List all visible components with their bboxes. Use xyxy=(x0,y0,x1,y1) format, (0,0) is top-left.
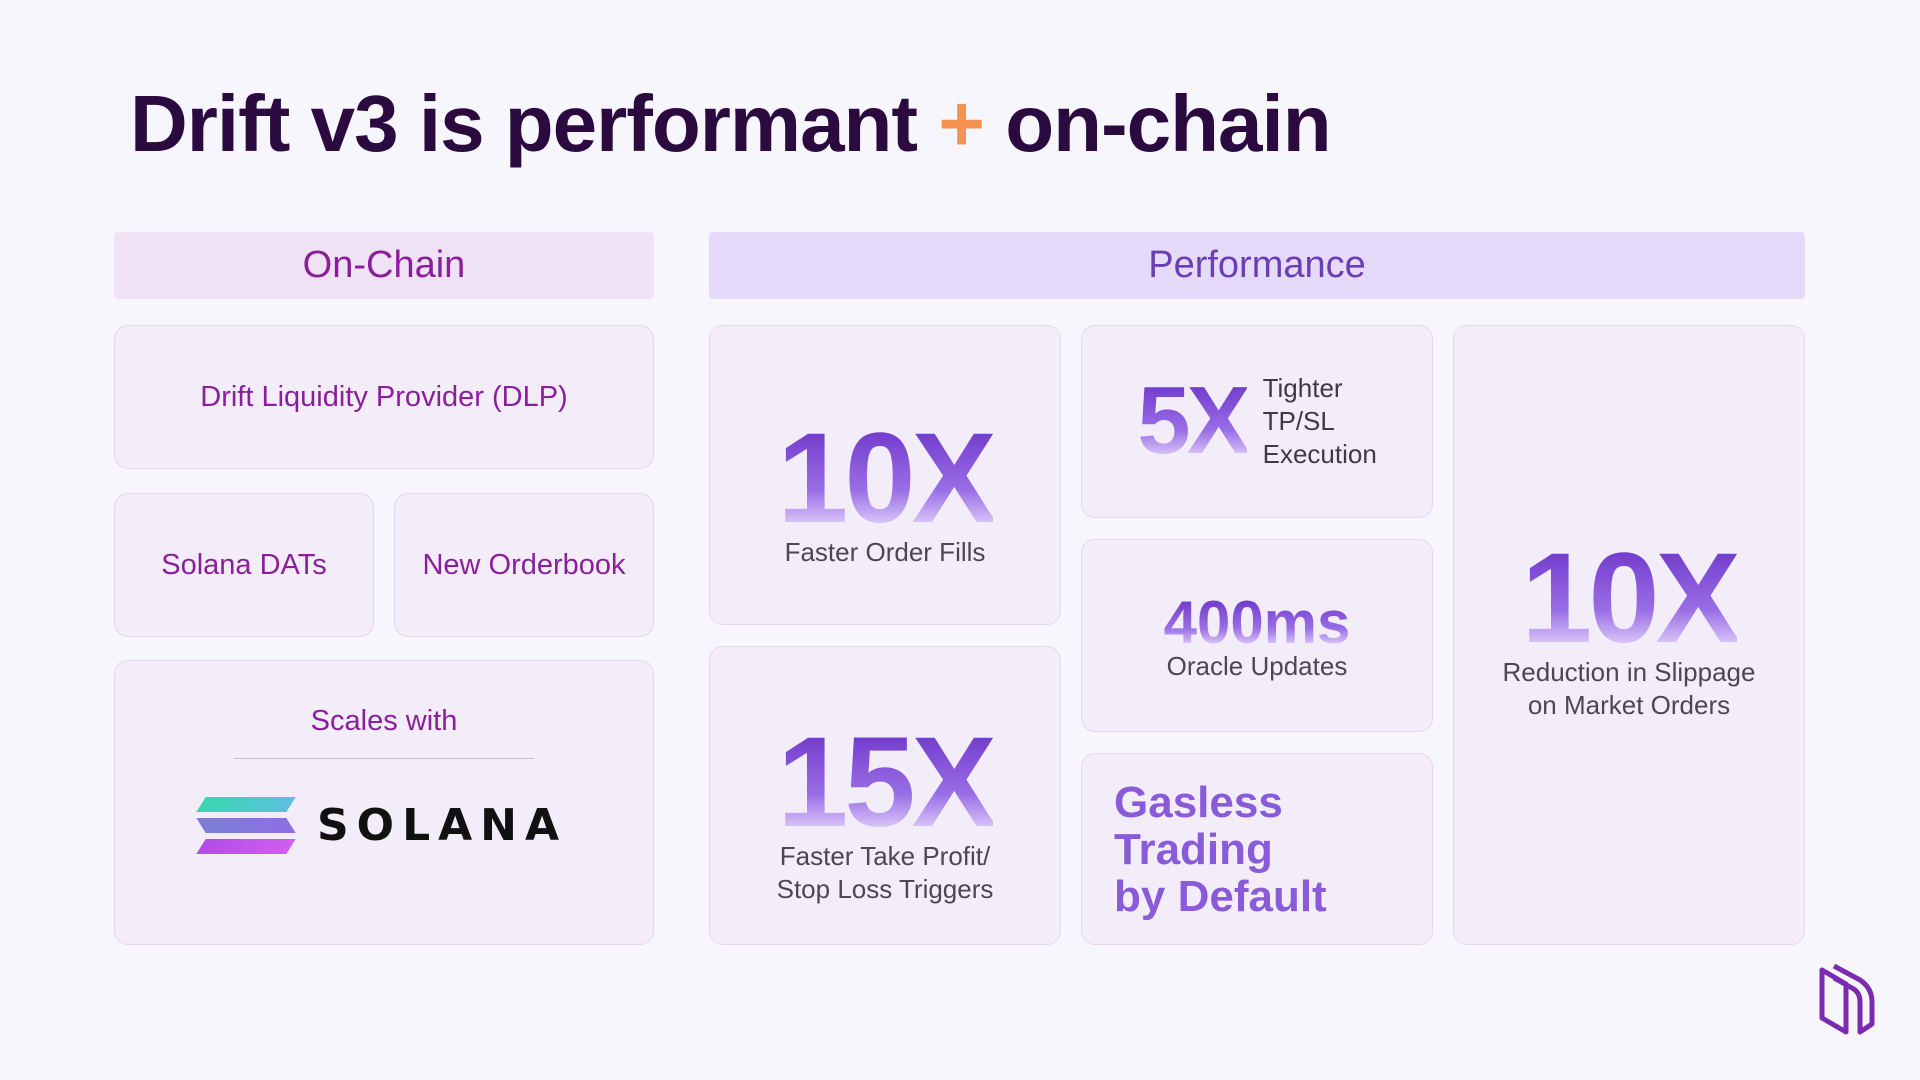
drift-logo-icon xyxy=(1819,963,1875,1035)
divider xyxy=(234,758,534,759)
tighter-tpsl-card: 5X Tighter TP/SL Execution xyxy=(1081,325,1433,518)
scales-with-card: Scales with SOLANA xyxy=(114,660,654,945)
title-plus: + xyxy=(938,79,985,168)
triggers-value: 15X xyxy=(777,710,997,854)
oracle-value: 400ms xyxy=(1163,589,1351,656)
oracle-updates-card: 400ms Oracle Updates xyxy=(1081,539,1433,732)
solana-dats-label: Solana DATs xyxy=(161,548,327,581)
onchain-header: On-Chain xyxy=(114,232,654,299)
title-onchain: on-chain xyxy=(1005,79,1331,168)
page-title: Drift v3 is performant + on-chain xyxy=(130,78,1332,170)
title-main: Drift v3 is performant xyxy=(130,79,918,168)
solana-wordmark: SOLANA xyxy=(316,800,568,851)
scales-with-label: Scales with xyxy=(310,705,458,737)
gasless-line-1: Gasless xyxy=(1114,777,1283,827)
new-orderbook-label: New Orderbook xyxy=(422,548,626,581)
fills-label: Faster Order Fills xyxy=(784,537,986,568)
tpsl-label-3: Execution xyxy=(1262,439,1377,469)
performance-header: Performance xyxy=(709,232,1805,299)
triggers-label-1: Faster Take Profit/ xyxy=(779,841,991,872)
tpsl-label-1: Tighter xyxy=(1262,373,1343,403)
dlp-label: Drift Liquidity Provider (DLP) xyxy=(200,380,568,413)
faster-triggers-card: 15X Faster Take Profit/ Stop Loss Trigge… xyxy=(709,646,1061,945)
new-orderbook-card: New Orderbook xyxy=(394,493,654,637)
gasless-line-2: Trading xyxy=(1114,824,1273,874)
dlp-card: Drift Liquidity Provider (DLP) xyxy=(114,325,654,469)
gasless-line-3: by Default xyxy=(1114,871,1327,921)
slippage-label-1: Reduction in Slippage xyxy=(1502,657,1756,688)
slippage-value: 10X xyxy=(1521,527,1741,670)
tpsl-value: 5X xyxy=(1137,367,1250,475)
solana-logo: SOLANA xyxy=(196,797,568,854)
slippage-label-2: on Market Orders xyxy=(1527,690,1731,721)
solana-logo-icon xyxy=(196,797,296,854)
tpsl-label-2: TP/SL xyxy=(1262,406,1335,436)
solana-dats-card: Solana DATs xyxy=(114,493,374,637)
slippage-card: 10X Reduction in Slippage on Market Orde… xyxy=(1453,325,1805,945)
triggers-label-2: Stop Loss Triggers xyxy=(776,874,994,905)
fills-value: 10X xyxy=(777,406,997,550)
gasless-trading-card: Gasless Trading by Default xyxy=(1081,753,1433,945)
oracle-label: Oracle Updates xyxy=(1166,651,1348,681)
tpsl-label: Tighter TP/SL Execution xyxy=(1263,372,1377,471)
faster-fills-card: 10X Faster Order Fills xyxy=(709,325,1061,625)
